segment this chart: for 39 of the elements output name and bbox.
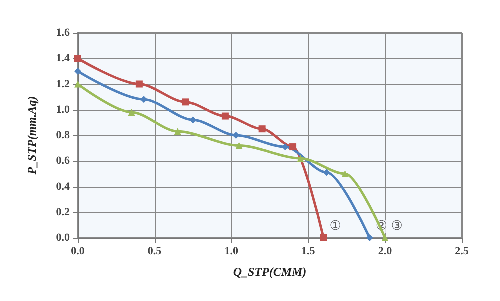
point (174, 128, 182, 136)
x-axis-title: Q_STP(CMM) (233, 265, 307, 279)
point (222, 112, 229, 120)
point (366, 234, 374, 242)
x-tick-label: 1.0 (224, 246, 239, 258)
x-tick-label: 1.5 (302, 246, 316, 258)
y-tick-label: 0.4 (56, 180, 70, 193)
y-axis-title: P_STP(mm.Aq) (25, 96, 39, 175)
y-tick-label: 0.2 (56, 206, 70, 218)
point (140, 96, 148, 104)
y-tick-label: 0.6 (56, 155, 70, 168)
point (258, 126, 266, 133)
y-tick-label: 0.8 (56, 130, 70, 142)
point (342, 170, 349, 178)
x-tick-label: 0.0 (71, 246, 86, 258)
y-tick-label: 1.6 (56, 27, 70, 39)
point (290, 144, 297, 151)
x-tick-label: 0.5 (148, 246, 162, 258)
y-tick-label: 1.4 (56, 52, 70, 65)
annotation: ③ (391, 219, 403, 234)
point (297, 155, 304, 162)
point (232, 132, 240, 139)
y-tick-label: 1.0 (56, 104, 70, 116)
annotation: ① (330, 219, 342, 234)
point (182, 98, 190, 106)
point (74, 55, 82, 62)
point (74, 68, 82, 75)
x-tick-label: 2.0 (378, 246, 393, 258)
point (323, 169, 330, 176)
point (128, 108, 136, 116)
point (136, 80, 143, 88)
y-tick-label: 1.2 (56, 78, 70, 90)
y-tick-label: 0.0 (56, 232, 70, 244)
point (236, 142, 243, 150)
point (382, 234, 389, 242)
x-tick-label: 2.5 (455, 246, 470, 258)
point (320, 234, 328, 242)
point (190, 116, 197, 124)
point (74, 80, 82, 88)
